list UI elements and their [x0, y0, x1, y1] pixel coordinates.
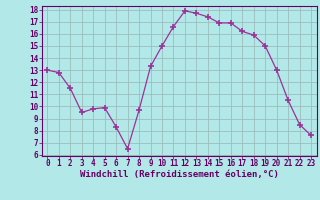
- X-axis label: Windchill (Refroidissement éolien,°C): Windchill (Refroidissement éolien,°C): [80, 170, 279, 179]
